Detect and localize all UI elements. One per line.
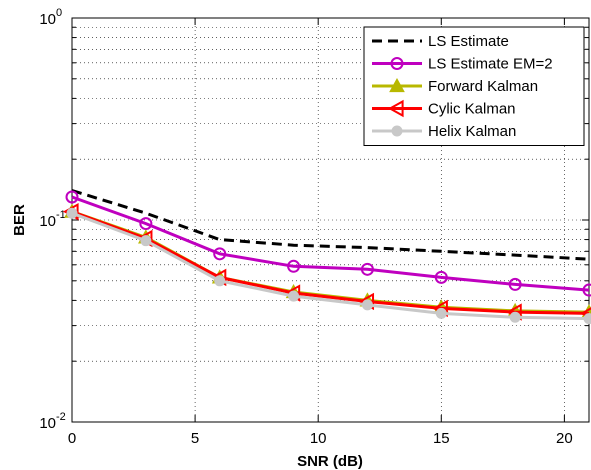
legend-entry: Cylic Kalman	[372, 99, 516, 118]
legend-label: Forward Kalman	[428, 78, 538, 95]
x-tick-label: 15	[433, 430, 450, 447]
data-point	[65, 190, 79, 204]
data-point	[508, 277, 522, 291]
legend-marker	[389, 77, 405, 93]
y-tick-exponent: -1	[56, 209, 66, 221]
data-point	[435, 307, 447, 319]
x-axis-ticks: 0 5 10 15 20	[68, 18, 573, 447]
legend-label: Cylic Kalman	[428, 101, 516, 118]
y-tick-exponent: 0	[56, 7, 62, 19]
y-tick-label: 10	[39, 11, 56, 28]
legend-entry: LS Estimate	[372, 33, 509, 50]
data-point	[583, 313, 591, 325]
series-0	[71, 189, 590, 261]
legend-marker	[391, 125, 403, 137]
data-point	[360, 262, 374, 276]
data-point	[361, 299, 373, 311]
data-point	[509, 311, 521, 323]
legend-entry: Helix Kalman	[372, 123, 516, 140]
x-tick-label: 10	[310, 430, 327, 447]
data-point	[288, 290, 300, 302]
legend-label: LS Estimate	[428, 33, 509, 50]
data-series	[62, 189, 591, 325]
series-4	[66, 207, 591, 325]
legend: LS Estimate LS Estimate EM=2 Forward Kalma…	[363, 26, 585, 146]
data-point	[66, 207, 78, 219]
y-axis-title: BER	[11, 204, 28, 236]
series-line	[71, 189, 590, 261]
x-tick-label: 0	[68, 430, 76, 447]
x-tick-label: 5	[191, 430, 199, 447]
x-axis-title: SNR (dB)	[297, 453, 363, 470]
legend-box	[363, 26, 585, 146]
data-point	[213, 247, 227, 261]
data-point	[287, 259, 301, 273]
series-1	[65, 190, 591, 297]
y-tick-label: 10	[39, 415, 56, 432]
legend-entry: Forward Kalman	[372, 77, 538, 95]
data-point	[140, 235, 152, 247]
y-tick-label: 10	[39, 213, 56, 230]
legend-marker	[390, 57, 404, 70]
data-point	[139, 217, 153, 231]
series-line	[71, 211, 590, 321]
legend-marker	[387, 99, 404, 118]
data-point	[214, 275, 226, 287]
legend-entry: LS Estimate EM=2	[372, 56, 553, 73]
data-point	[434, 270, 448, 284]
series-line	[71, 195, 590, 292]
legend-label: LS Estimate EM=2	[428, 56, 553, 73]
series-line	[71, 210, 590, 315]
x-tick-label: 20	[556, 430, 573, 447]
legend-label: Helix Kalman	[428, 123, 516, 140]
data-point	[582, 283, 591, 297]
y-tick-exponent: -2	[56, 411, 66, 423]
